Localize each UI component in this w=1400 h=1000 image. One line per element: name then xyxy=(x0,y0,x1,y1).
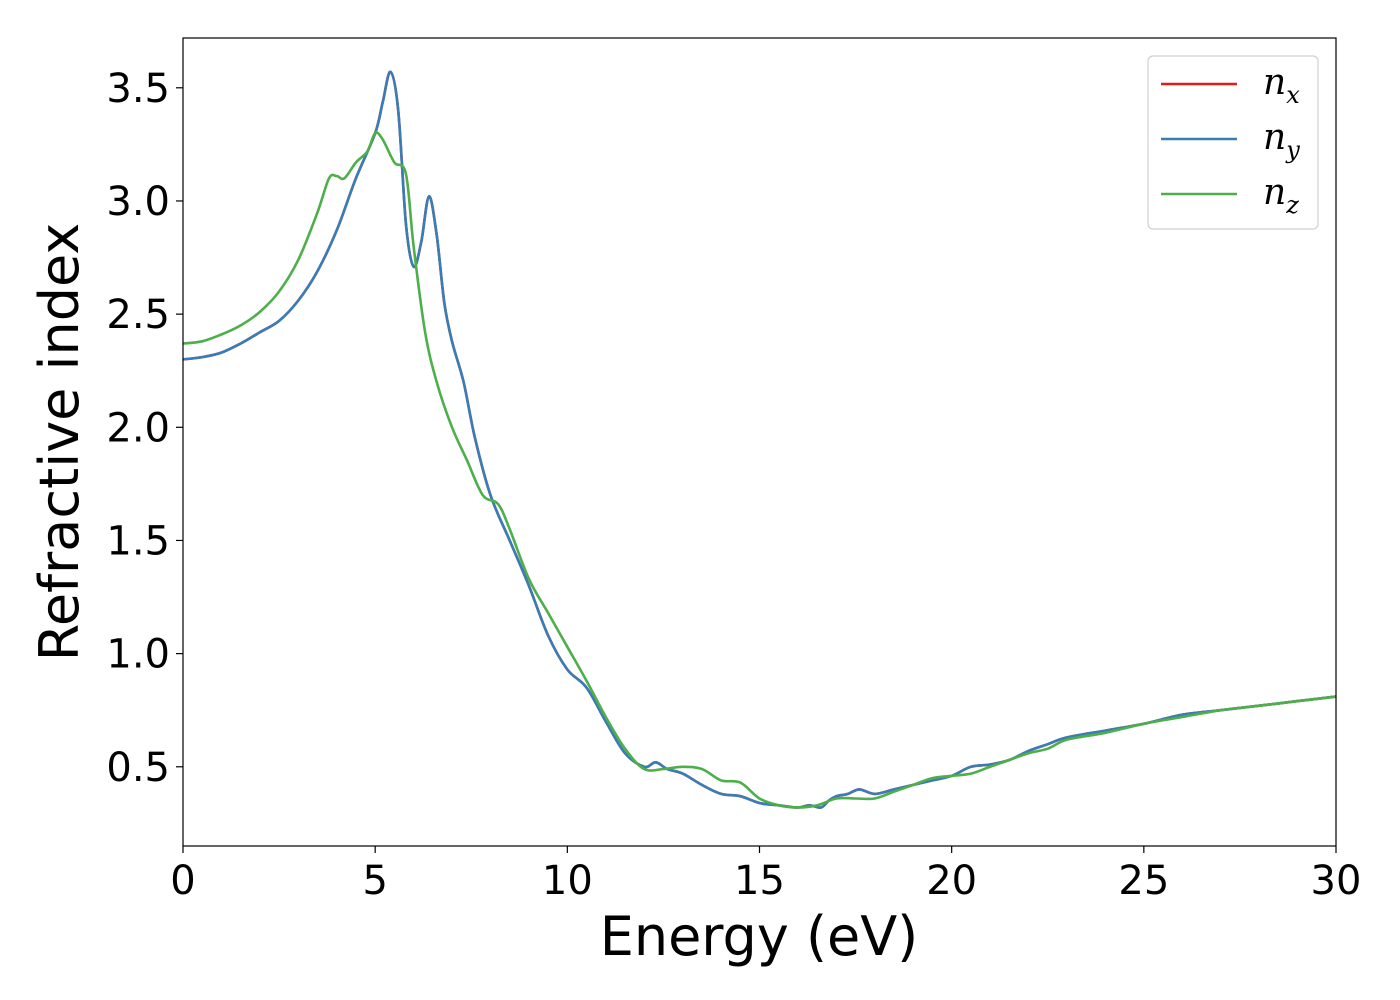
y-tick-label: 2.0 xyxy=(106,405,170,451)
legend-label-main: n xyxy=(1263,62,1286,103)
x-tick-label: 5 xyxy=(362,858,387,904)
x-tick-label: 25 xyxy=(1118,858,1169,904)
legend-box xyxy=(1147,55,1319,230)
y-tick-label: 3.0 xyxy=(106,179,170,225)
legend-label-nz: nz xyxy=(1263,172,1299,219)
series-line-nz xyxy=(182,131,1337,809)
legend-label-main: n xyxy=(1263,172,1286,213)
legend-label-subscript: y xyxy=(1285,136,1300,164)
series-layer xyxy=(182,70,1337,809)
y-axis-title: Refractive index xyxy=(28,223,91,662)
x-tick-label: 0 xyxy=(170,858,195,904)
y-tick-label: 1.0 xyxy=(106,632,170,678)
y-axis-ticks: 0.5 1.0 1.5 2.0 2.5 3.0 3.5 xyxy=(106,66,183,791)
x-axis-ticks: 0 5 10 15 20 25 30 xyxy=(170,846,1361,904)
y-tick-label: 2.5 xyxy=(106,292,170,338)
y-tick-label: 1.5 xyxy=(106,518,170,564)
y-tick-label: 0.5 xyxy=(106,745,170,791)
legend-label-subscript: z xyxy=(1285,191,1299,219)
x-tick-label: 30 xyxy=(1311,858,1362,904)
legend-label-nx: nx xyxy=(1263,62,1300,109)
series-line-ny xyxy=(182,70,1337,809)
x-axis-title: Energy (eV) xyxy=(600,905,919,968)
legend-label-subscript: x xyxy=(1286,81,1300,109)
x-tick-label: 20 xyxy=(926,858,977,904)
legend-label-main: n xyxy=(1263,117,1286,158)
x-tick-label: 10 xyxy=(542,858,593,904)
x-tick-label: 15 xyxy=(734,858,785,904)
y-tick-label: 3.5 xyxy=(106,66,170,112)
legend-label-ny: ny xyxy=(1263,117,1300,164)
